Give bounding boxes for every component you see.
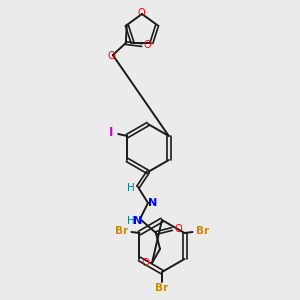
Text: O: O (137, 8, 145, 18)
Text: I: I (109, 127, 113, 140)
Text: N: N (134, 216, 142, 226)
Text: H: H (127, 183, 135, 193)
Text: O: O (144, 40, 152, 50)
Text: O: O (174, 224, 182, 234)
Text: Br: Br (155, 283, 169, 293)
Text: O: O (108, 51, 116, 61)
Text: Br: Br (196, 226, 209, 236)
Text: O: O (141, 258, 149, 268)
Text: H: H (127, 216, 135, 226)
Text: Br: Br (115, 226, 128, 236)
Text: N: N (148, 198, 158, 208)
